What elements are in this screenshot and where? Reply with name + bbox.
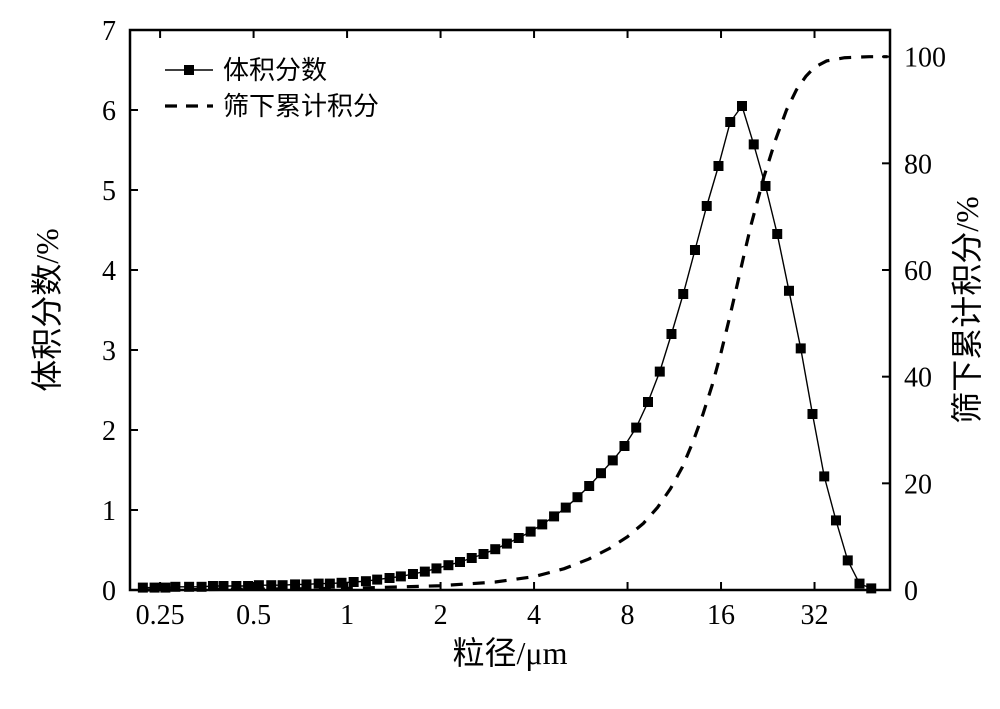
legend-item-label: 筛下累计积分 xyxy=(223,92,379,121)
y-right-tick-label: 60 xyxy=(904,256,932,287)
volume-marker xyxy=(667,330,676,339)
volume-marker xyxy=(444,561,453,570)
volume-marker xyxy=(171,582,180,591)
volume-marker xyxy=(502,539,511,548)
volume-marker xyxy=(820,472,829,481)
legend-marker-icon xyxy=(184,65,194,75)
volume-marker xyxy=(408,570,417,579)
y-right-tick-label: 20 xyxy=(904,469,932,500)
volume-marker xyxy=(325,579,334,588)
y-right-tick-label: 100 xyxy=(904,43,946,74)
volume-marker xyxy=(314,579,323,588)
y-left-tick-label: 0 xyxy=(102,576,116,607)
volume-marker xyxy=(620,442,629,451)
volume-marker xyxy=(737,102,746,111)
volume-marker xyxy=(585,482,594,491)
volume-marker xyxy=(843,556,852,565)
x-tick-label: 16 xyxy=(707,600,735,631)
volume-marker xyxy=(643,398,652,407)
volume-marker xyxy=(761,182,770,191)
x-tick-label: 0.25 xyxy=(136,600,185,631)
volume-marker xyxy=(573,493,582,502)
volume-marker xyxy=(749,140,758,149)
volume-marker xyxy=(254,581,263,590)
y-left-tick-label: 3 xyxy=(102,336,116,367)
particle-size-chart: 0.25 0.5 1 2 4 8 16 32 0 1 2 3 4 5 6 7 0 20 40 60 80 100 粒径/μm… xyxy=(0,0,1000,709)
volume-marker xyxy=(467,554,476,563)
x-tick-label: 0.5 xyxy=(236,600,271,631)
volume-marker xyxy=(796,344,805,353)
y-left-tick-label: 6 xyxy=(102,96,116,127)
volume-marker xyxy=(138,583,147,592)
volume-marker xyxy=(596,469,605,478)
y-right-tick-label: 40 xyxy=(904,363,932,394)
volume-marker xyxy=(479,550,488,559)
volume-marker xyxy=(726,118,735,127)
volume-marker xyxy=(538,520,547,529)
volume-marker xyxy=(514,534,523,543)
x-tick-label: 32 xyxy=(801,600,829,631)
x-tick-label: 4 xyxy=(527,600,541,631)
volume-marker xyxy=(679,290,688,299)
volume-marker xyxy=(550,512,559,521)
y-left-tick-label: 5 xyxy=(102,176,116,207)
y-left-tick-label: 2 xyxy=(102,416,116,447)
volume-marker xyxy=(432,564,441,573)
volume-marker xyxy=(867,584,876,593)
legend-item-label: 体积分数 xyxy=(223,56,327,85)
y-right-tick-label: 0 xyxy=(904,576,918,607)
volume-marker xyxy=(361,577,370,586)
volume-marker xyxy=(219,582,228,591)
volume-marker xyxy=(808,410,817,419)
y-left-tick-label: 1 xyxy=(102,496,116,527)
volume-marker xyxy=(385,574,394,583)
volume-marker xyxy=(526,527,535,536)
volume-marker xyxy=(702,202,711,211)
y-right-tick-label: 80 xyxy=(904,149,932,180)
y-left-tick-label: 4 xyxy=(102,256,116,287)
volume-marker xyxy=(714,162,723,171)
chart-svg: 0.25 0.5 1 2 4 8 16 32 0 1 2 3 4 5 6 7 0 20 40 60 80 100 粒径/μm… xyxy=(0,0,1000,709)
volume-marker xyxy=(150,583,159,592)
volume-marker xyxy=(197,582,206,591)
volume-marker xyxy=(608,456,617,465)
x-axis-label: 粒径/μm xyxy=(453,635,568,671)
volume-marker xyxy=(491,545,500,554)
y-left-axis-label: 体积分数/% xyxy=(29,228,65,392)
x-tick-label: 2 xyxy=(434,600,448,631)
volume-marker xyxy=(690,246,699,255)
volume-marker xyxy=(208,582,217,591)
volume-marker xyxy=(784,286,793,295)
volume-marker xyxy=(831,516,840,525)
volume-marker xyxy=(302,580,311,589)
volume-marker xyxy=(185,582,194,591)
volume-marker xyxy=(291,580,300,589)
volume-marker xyxy=(655,367,664,376)
x-tick-label: 8 xyxy=(621,600,635,631)
x-tick-label: 1 xyxy=(340,600,354,631)
volume-marker xyxy=(855,579,864,588)
y-left-tick-label: 7 xyxy=(102,16,116,47)
volume-marker xyxy=(561,503,570,512)
volume-marker xyxy=(773,230,782,239)
volume-marker xyxy=(349,578,358,587)
volume-marker xyxy=(396,572,405,581)
y-right-axis-label: 筛下累计积分/% xyxy=(949,196,985,424)
volume-marker xyxy=(278,581,287,590)
cumulative-line xyxy=(143,57,888,590)
volume-marker xyxy=(337,578,346,587)
volume-marker xyxy=(632,423,641,432)
volume-marker xyxy=(373,575,382,584)
volume-marker xyxy=(161,583,170,592)
volume-marker xyxy=(456,558,465,567)
volume-marker xyxy=(232,582,241,591)
volume-marker xyxy=(267,581,276,590)
volume-marker xyxy=(420,567,429,576)
volume-marker xyxy=(244,582,253,591)
